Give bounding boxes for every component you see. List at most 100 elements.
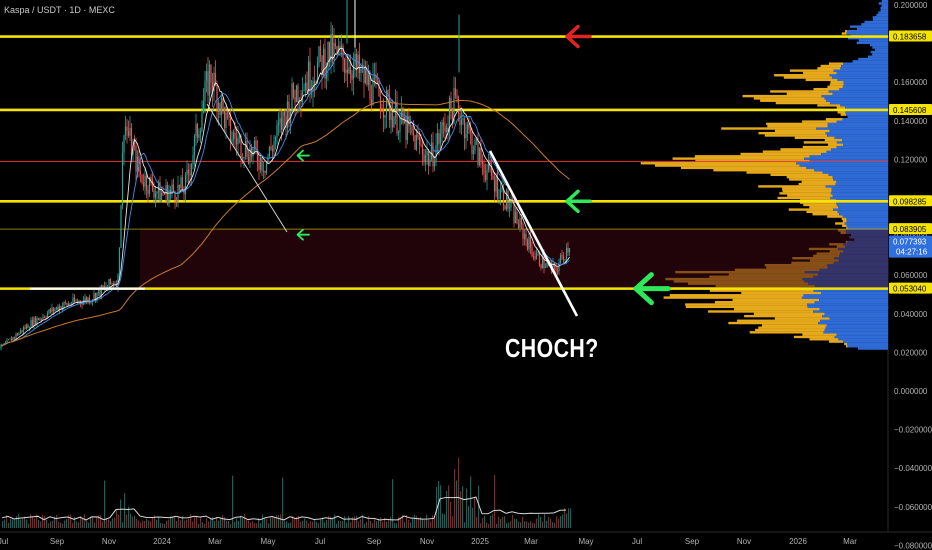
candle-body bbox=[376, 80, 379, 82]
candle-body bbox=[447, 127, 449, 132]
candle-body bbox=[525, 234, 527, 241]
volume-bar bbox=[204, 523, 206, 528]
volume-bar bbox=[524, 521, 526, 528]
candle-body bbox=[367, 75, 370, 85]
volume-bar bbox=[424, 519, 426, 528]
price-tick-label: −0.040000 bbox=[894, 464, 932, 473]
volume-bar bbox=[530, 521, 532, 528]
volume-bar bbox=[90, 516, 92, 528]
candle-body bbox=[193, 136, 196, 156]
candle-body bbox=[337, 45, 340, 53]
candle-body bbox=[63, 302, 65, 307]
volume-bar bbox=[42, 514, 44, 528]
profile-bar-blue bbox=[869, 43, 888, 47]
volume-bar bbox=[44, 515, 46, 528]
volume-bar bbox=[394, 522, 396, 528]
volume-bar bbox=[182, 516, 184, 528]
candle-body bbox=[163, 193, 166, 195]
volume-bar bbox=[82, 518, 84, 528]
candle-body bbox=[529, 236, 532, 248]
arrow-left-icon bbox=[296, 228, 310, 241]
candle-body bbox=[265, 161, 268, 173]
volume-bar bbox=[420, 517, 422, 528]
candle-body bbox=[271, 148, 274, 152]
profile-bar-blue bbox=[814, 169, 888, 172]
volume-bar bbox=[176, 520, 178, 528]
volume-bar bbox=[128, 506, 130, 528]
volume-bar bbox=[166, 520, 168, 528]
candle-body bbox=[457, 98, 460, 114]
volume-bar bbox=[476, 516, 478, 528]
time-tick-label: Sep bbox=[685, 537, 700, 546]
candle-body bbox=[13, 337, 16, 338]
volume-bar bbox=[98, 515, 100, 528]
profile-bar-gold bbox=[753, 97, 825, 100]
ma-mid bbox=[0, 53, 570, 346]
profile-bar-blue bbox=[801, 296, 888, 299]
volume-bar bbox=[200, 517, 202, 528]
profile-bar-gold bbox=[798, 182, 836, 186]
candle-body bbox=[276, 124, 278, 138]
symbol-title[interactable]: Kaspa / USDT · 1D · MEXC bbox=[4, 5, 115, 15]
volume-bar bbox=[162, 523, 164, 528]
volume-bar bbox=[478, 485, 480, 528]
volume-bar bbox=[544, 514, 546, 528]
candle-body bbox=[112, 283, 115, 286]
candle-body bbox=[444, 125, 446, 132]
candle-body bbox=[90, 301, 92, 304]
candle-body bbox=[552, 263, 554, 270]
profile-bar-blue bbox=[814, 301, 888, 304]
profile-bar-blue bbox=[846, 32, 888, 35]
volume-bar bbox=[288, 523, 290, 528]
profile-bar-blue bbox=[856, 41, 888, 45]
time-tick-label: Jul bbox=[632, 537, 642, 546]
candle-body bbox=[513, 202, 515, 223]
volume-bar bbox=[168, 519, 170, 528]
candle-body bbox=[145, 175, 148, 190]
candle-body bbox=[4, 342, 7, 344]
volume-bar bbox=[338, 520, 340, 528]
volume-bar bbox=[350, 522, 352, 528]
candle-body bbox=[294, 97, 296, 103]
time-tick-label: 2025 bbox=[471, 537, 489, 546]
volume-bar bbox=[550, 518, 552, 528]
profile-bar-blue bbox=[834, 335, 888, 339]
profile-bar-gold bbox=[694, 155, 810, 158]
candle-body bbox=[222, 98, 224, 108]
candle-body bbox=[378, 81, 380, 97]
candle-body bbox=[385, 90, 388, 116]
price-tick-label: 0.140000 bbox=[894, 117, 928, 126]
volume-bar bbox=[116, 509, 118, 528]
candle-body bbox=[339, 45, 341, 50]
volume-bar bbox=[120, 499, 122, 528]
candle-body bbox=[148, 177, 151, 194]
volume-bar bbox=[110, 520, 112, 528]
profile-bar-blue bbox=[824, 97, 888, 100]
volume-bar bbox=[78, 522, 80, 528]
candle-body bbox=[331, 33, 334, 61]
profile-bar-gold bbox=[741, 291, 822, 295]
volume-bar bbox=[194, 516, 196, 528]
profile-bar-blue bbox=[836, 203, 888, 207]
candle-body bbox=[277, 122, 280, 125]
volume-bar bbox=[246, 519, 248, 528]
candle-body bbox=[139, 170, 142, 175]
candle-body bbox=[226, 112, 229, 114]
candle-body bbox=[268, 146, 271, 157]
profile-bar-blue bbox=[846, 217, 888, 221]
candle-body bbox=[153, 189, 155, 198]
candle-body bbox=[304, 82, 307, 91]
volume-bar bbox=[148, 520, 150, 528]
volume-bar bbox=[126, 514, 128, 528]
profile-bar-blue bbox=[839, 87, 888, 91]
volume-bar bbox=[434, 516, 436, 528]
profile-bar-gold bbox=[828, 143, 844, 146]
candle-body bbox=[96, 292, 98, 301]
volume-bar bbox=[522, 516, 524, 528]
volume-bar bbox=[152, 517, 154, 528]
volume-bar bbox=[400, 518, 402, 528]
candle-body bbox=[523, 234, 526, 239]
volume-bar bbox=[284, 521, 286, 528]
profile-bar-gold bbox=[789, 69, 834, 72]
volume-bar bbox=[300, 521, 302, 528]
